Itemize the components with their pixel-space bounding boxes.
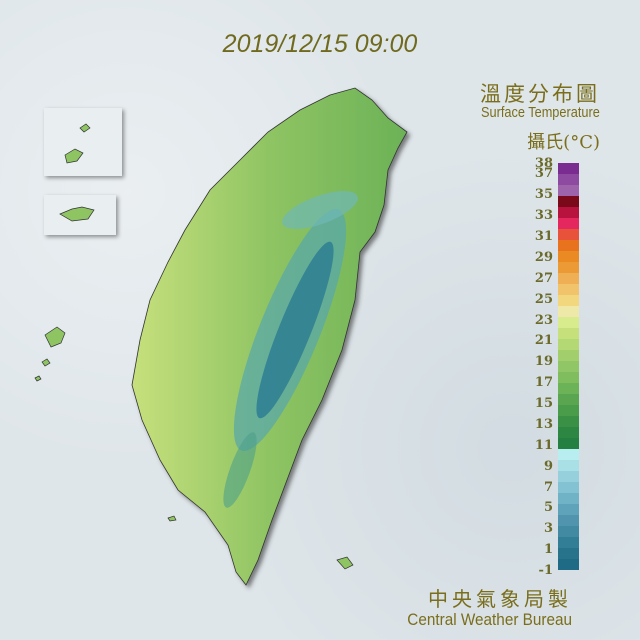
colorbar-bin [558,416,579,427]
colorbar-bin [558,438,579,449]
colorbar-bin [558,383,579,394]
colorbar-bin [558,262,579,273]
colorbar-tick-label: 23 [534,312,553,328]
temperature-colorbar [558,163,579,570]
colorbar-tick-label: 11 [534,437,553,453]
colorbar-bin [558,229,579,240]
colorbar-bin [558,185,579,196]
colorbar-tick-label: 7 [543,479,553,495]
colorbar-bin [558,515,579,526]
colorbar-tick-label: 19 [534,354,553,370]
footer-zh: 中央氣象局製 [428,587,572,611]
islands [34,123,354,570]
colorbar-bin [558,207,579,218]
colorbar-tick-label: 3 [543,521,553,537]
colorbar-tick-label: 31 [534,229,553,245]
colorbar-bin [558,394,579,405]
colorbar-bin [558,482,579,493]
colorbar-tick-label: 33 [534,208,553,224]
colorbar-bin [558,295,579,306]
colorbar-bin [558,251,579,262]
colorbar-bin [558,174,579,185]
colorbar-bin [558,240,579,251]
colorbar-bin [558,449,579,460]
colorbar-bin [558,526,579,537]
map-title-zh: 溫度分布圖 [480,82,600,106]
colorbar-bin [558,537,579,548]
colorbar-bin [558,163,579,174]
colorbar-tick-label: 15 [534,396,553,412]
colorbar-bin [558,317,579,328]
unit-label: 攝氏(°C) [527,132,600,153]
colorbar-bin [558,548,579,559]
colorbar-bin [558,350,579,361]
colorbar-bin [558,427,579,438]
colorbar-bin [558,273,579,284]
footer-en: Central Weather Bureau [407,610,572,629]
colorbar-tick-label: 35 [534,187,553,203]
colorbar-tick-label: 27 [534,270,553,286]
colorbar-bin [558,196,579,207]
matsu-inset [44,108,122,176]
colorbar-tick-label: 5 [543,500,553,516]
colorbar-tick-label: 9 [543,458,553,474]
colorbar-bin [558,504,579,515]
colorbar-tick-label: 25 [534,291,553,307]
colorbar-tick-label: 38 [534,156,553,171]
colorbar-tick-label: 21 [534,333,553,349]
colorbar-bin [558,218,579,229]
map-title-en: Surface Temperature [481,104,600,121]
snow-mountain-range [282,191,358,229]
colorbar-bin [558,339,579,350]
colorbar-bin [558,328,579,339]
colorbar-tick-label: -1 [538,563,553,578]
colorbar-bin [558,405,579,416]
colorbar-tick-label: 13 [534,416,553,432]
southern-mountains [223,432,257,508]
colorbar-bin [558,306,579,317]
colorbar-bin [558,460,579,471]
timestamp: 2019/12/15 09:00 [222,30,418,58]
colorbar-bin [558,559,579,570]
colorbar-tick-label: 17 [534,375,553,391]
colorbar-bin [558,493,579,504]
high-peaks [256,241,334,419]
colorbar-tick-label: 1 [543,542,553,558]
colorbar-tick-label: 29 [534,249,553,265]
colorbar-tick-label: 37 [534,166,553,182]
colorbar-bin [558,471,579,482]
colorbar-bin [558,361,579,372]
colorbar-bin [558,284,579,295]
colorbar-bin [558,372,579,383]
